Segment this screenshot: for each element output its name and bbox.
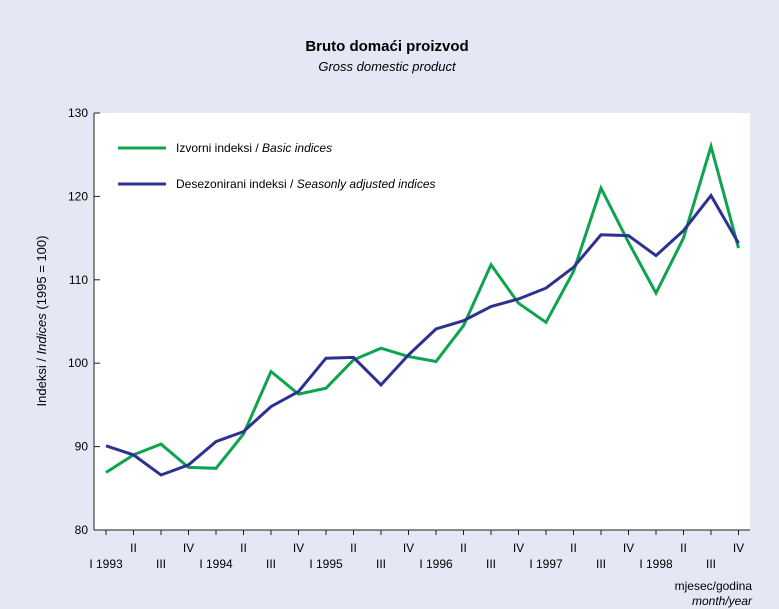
x-tick-label: III — [486, 557, 496, 571]
x-axis-label: mjesec/godina — [675, 579, 753, 593]
x-tick-label: I 1995 — [309, 557, 343, 571]
legend-label-adjusted: Desezonirani indeksi / Seasonly adjusted… — [176, 177, 436, 191]
y-tick-label: 110 — [69, 273, 88, 287]
x-tick-label: I 1993 — [89, 557, 123, 571]
x-tick-label: I 1994 — [199, 557, 233, 571]
x-tick-label: II — [460, 541, 467, 555]
y-tick-label: 130 — [68, 106, 88, 120]
x-tick-label: III — [376, 557, 386, 571]
chart-title: Bruto domaći proizvod — [305, 38, 468, 55]
y-axis-label: Indeksi / Indices (1995 = 100) — [34, 236, 49, 407]
y-tick-label: 120 — [68, 189, 88, 203]
x-tick-label: IV — [183, 541, 194, 555]
x-tick-label: IV — [403, 541, 414, 555]
x-tick-label: I 1996 — [419, 557, 453, 571]
x-tick-label: III — [156, 557, 166, 571]
x-tick-label: IV — [623, 541, 634, 555]
x-tick-label: II — [130, 541, 137, 555]
y-ticks: 80 90 100 110 120 130 — [68, 106, 100, 537]
series-lines — [105, 140, 740, 477]
legend: Izvorni indeksi / Basic indices Desezoni… — [118, 141, 436, 191]
x-ticks: II IV II IV II IV II IV II IV II IV I 1993 III I 1994 I… — [89, 530, 744, 571]
legend-label-basic: Izvorni indeksi / Basic indices — [176, 141, 332, 155]
y-tick-label: 90 — [75, 440, 89, 454]
x-tick-label: IV — [293, 541, 304, 555]
series-line-adjusted — [105, 192, 740, 477]
x-tick-label: I 1997 — [529, 557, 563, 571]
x-tick-label: III — [706, 557, 716, 571]
plot-area — [94, 113, 750, 530]
y-tick-label: 100 — [68, 356, 88, 370]
x-tick-label: IV — [513, 541, 524, 555]
x-tick-label: II — [350, 541, 357, 555]
chart-subtitle: Gross domestic product — [318, 59, 457, 74]
x-tick-label: II — [240, 541, 247, 555]
x-tick-label: III — [266, 557, 276, 571]
x-tick-label: III — [596, 557, 606, 571]
y-tick-label: 80 — [75, 523, 89, 537]
x-tick-label: II — [680, 541, 687, 555]
x-tick-label: I 1998 — [639, 557, 673, 571]
series-line-basic — [105, 140, 740, 474]
x-tick-label: IV — [733, 541, 744, 555]
x-tick-label: II — [570, 541, 577, 555]
x-axis-label-en: month/year — [692, 594, 753, 608]
